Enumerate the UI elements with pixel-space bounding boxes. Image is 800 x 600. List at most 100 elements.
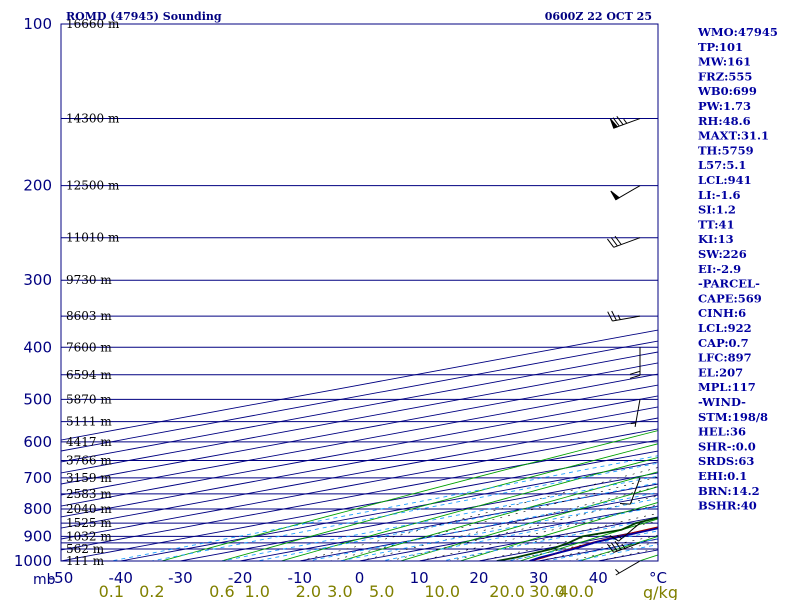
isotherm	[180, 472, 658, 561]
height-label: 7600 m	[66, 340, 112, 354]
mixing-ratio-tick-label: 40.0	[558, 582, 594, 600]
dry-adiabat	[340, 471, 658, 561]
height-label: 5111 m	[66, 415, 112, 429]
sounding-index: TP:101	[698, 40, 743, 54]
barb-shaft	[612, 315, 641, 322]
pressure-tick-label: 900	[23, 527, 52, 545]
barb-feather	[629, 370, 641, 375]
barb-feather	[612, 117, 620, 127]
isotherm	[61, 450, 658, 561]
parcel-path	[529, 527, 658, 561]
dewpoint-profile	[496, 516, 658, 561]
barb-flag	[609, 118, 619, 129]
temperature-tick-label: -30	[168, 569, 193, 587]
height-label: 8603 m	[66, 309, 112, 323]
wind-barb	[615, 560, 641, 576]
mixing-ratio-tick-label: 0.2	[139, 582, 164, 600]
height-label: 562 m	[66, 542, 105, 556]
wind-barb	[607, 310, 641, 322]
dry-adiabat	[519, 518, 658, 561]
barb-shaft	[615, 185, 641, 201]
mixing-ratio-tick-label: 30.0	[529, 582, 565, 600]
mixing-ratio-tick-label: 3.0	[327, 582, 352, 600]
barb-half-feather	[617, 535, 622, 539]
diagram-grid	[61, 24, 800, 561]
sounding-index: MPL:117	[698, 380, 756, 394]
barb-shaft	[613, 237, 641, 248]
sounding-index: CINH:6	[698, 306, 746, 320]
pressure-tick-label: 800	[23, 500, 52, 518]
station-title: ROMD (47945) Sounding	[66, 10, 222, 23]
temperature-tick-label: -10	[288, 569, 313, 587]
barb-feather	[611, 310, 617, 321]
wind-barb	[630, 399, 641, 427]
height-label: 111 m	[66, 554, 105, 568]
height-label: 16660 m	[66, 17, 120, 31]
wind-barb	[629, 347, 641, 379]
barb-half-feather	[621, 543, 626, 549]
mixing-ratio-tick-label: 0.6	[209, 582, 234, 600]
sounding-index: SI:1.2	[698, 203, 736, 217]
sounding-index: FRZ:555	[698, 69, 752, 83]
dry-adiabat	[280, 456, 658, 561]
mixing-ratio-tick-label: 5.0	[369, 582, 394, 600]
temperature-tick-label: 20	[469, 569, 488, 587]
mixing-ratio-line	[442, 517, 658, 561]
wind-barb	[607, 541, 641, 553]
sounding-index: WB0:699	[697, 84, 757, 98]
height-label: 3766 m	[66, 454, 112, 468]
dry-adiabat	[400, 486, 658, 561]
moist-adiabat	[329, 476, 658, 561]
plot-background	[61, 24, 658, 561]
pressure-tick-label: 300	[23, 271, 52, 289]
dry-adiabat	[221, 443, 658, 561]
sounding-index: LCL:941	[698, 173, 752, 187]
temperature-tick-label: 0	[355, 569, 365, 587]
barb-half-feather	[615, 569, 620, 574]
height-label: 9730 m	[66, 273, 112, 287]
pressure-tick-label: 1000	[14, 552, 52, 570]
barb-half-feather	[630, 422, 636, 425]
sounding-index: MAXT:31.1	[698, 129, 769, 143]
sounding-index: CAPE:569	[698, 291, 762, 305]
pressure-tick-label: 700	[23, 469, 52, 487]
height-label: 2040 m	[66, 502, 112, 516]
barb-shaft	[613, 542, 641, 553]
mixing-ratio-tick-label: 20.0	[489, 582, 525, 600]
isotherm	[61, 395, 658, 507]
sounding-index: EL:207	[698, 365, 743, 379]
barb-feather	[607, 311, 613, 322]
isotherm	[61, 439, 658, 551]
mixing-ratio-line	[308, 492, 658, 561]
height-label: 11010 m	[66, 231, 120, 245]
isotherm	[359, 505, 658, 561]
pressure-tick-label: 600	[23, 433, 52, 451]
isotherm	[240, 483, 658, 561]
wind-barb	[610, 185, 641, 201]
sounding-index: BRN:14.2	[698, 484, 760, 498]
sounding-index: STM:198/8	[698, 410, 768, 424]
temperature-tick-label: 30	[529, 569, 548, 587]
barb-feather	[607, 238, 615, 248]
temperature-tick-label: 10	[410, 569, 429, 587]
barb-shaft	[615, 560, 641, 576]
wind-barb	[609, 522, 641, 542]
temperature-tick-label: 40	[589, 569, 608, 587]
isotherm	[61, 340, 658, 452]
temperature-unit-label: °C	[649, 569, 667, 587]
sounding-index: LI:-1.6	[698, 188, 741, 202]
isotherm	[61, 428, 658, 540]
isotherm	[120, 461, 658, 561]
mixing-ratio-tick-label: 0.1	[99, 582, 124, 600]
barb-half-feather	[617, 314, 621, 320]
sounding-index: BSHR:40	[698, 499, 757, 513]
pressure-tick-label: 400	[23, 338, 52, 356]
isotherm	[61, 373, 658, 485]
height-label: 14300 m	[66, 112, 120, 126]
barb-feather	[614, 235, 622, 245]
height-label: 3159 m	[66, 471, 112, 485]
sounding-index: WMO:47945	[697, 25, 778, 39]
sounding-index: EI:-2.9	[698, 262, 741, 276]
height-label: 4417 m	[66, 435, 112, 449]
dry-adiabat	[759, 24, 800, 561]
